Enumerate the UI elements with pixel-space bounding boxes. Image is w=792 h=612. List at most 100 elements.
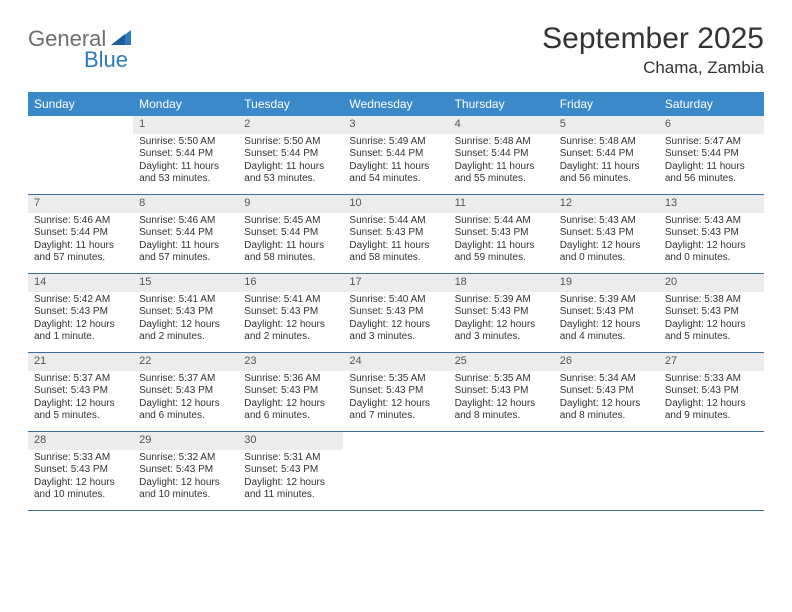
daylight-text: Daylight: 11 hours and 53 minutes.: [139, 161, 232, 186]
sunset-text: Sunset: 5:43 PM: [139, 464, 232, 477]
sunset-text: Sunset: 5:43 PM: [560, 306, 653, 319]
sunrise-text: Sunrise: 5:35 AM: [455, 373, 548, 386]
weeks-container: 1Sunrise: 5:50 AMSunset: 5:44 PMDaylight…: [28, 116, 764, 511]
sunrise-text: Sunrise: 5:42 AM: [34, 294, 127, 307]
day-cell: 23Sunrise: 5:36 AMSunset: 5:43 PMDayligh…: [238, 353, 343, 431]
day-body: Sunrise: 5:35 AMSunset: 5:43 PMDaylight:…: [343, 371, 448, 427]
day-cell: 20Sunrise: 5:38 AMSunset: 5:43 PMDayligh…: [659, 274, 764, 352]
day-cell: 22Sunrise: 5:37 AMSunset: 5:43 PMDayligh…: [133, 353, 238, 431]
day-number: 9: [238, 195, 343, 213]
week-row: 21Sunrise: 5:37 AMSunset: 5:43 PMDayligh…: [28, 353, 764, 432]
day-number: 16: [238, 274, 343, 292]
day-body: Sunrise: 5:50 AMSunset: 5:44 PMDaylight:…: [133, 134, 238, 190]
sunset-text: Sunset: 5:43 PM: [34, 464, 127, 477]
day-cell: 17Sunrise: 5:40 AMSunset: 5:43 PMDayligh…: [343, 274, 448, 352]
day-cell: 5Sunrise: 5:48 AMSunset: 5:44 PMDaylight…: [554, 116, 659, 194]
sunset-text: Sunset: 5:44 PM: [244, 227, 337, 240]
day-body: Sunrise: 5:49 AMSunset: 5:44 PMDaylight:…: [343, 134, 448, 190]
day-cell: [659, 432, 764, 510]
sunrise-text: Sunrise: 5:46 AM: [139, 215, 232, 228]
sunset-text: Sunset: 5:43 PM: [139, 306, 232, 319]
day-cell: 13Sunrise: 5:43 AMSunset: 5:43 PMDayligh…: [659, 195, 764, 273]
sunrise-text: Sunrise: 5:50 AM: [139, 136, 232, 149]
day-number: 4: [449, 116, 554, 134]
day-cell: 6Sunrise: 5:47 AMSunset: 5:44 PMDaylight…: [659, 116, 764, 194]
daylight-text: Daylight: 12 hours and 1 minute.: [34, 319, 127, 344]
day-number: 1: [133, 116, 238, 134]
daylight-text: Daylight: 12 hours and 9 minutes.: [665, 398, 758, 423]
daylight-text: Daylight: 12 hours and 5 minutes.: [665, 319, 758, 344]
daylight-text: Daylight: 12 hours and 10 minutes.: [139, 477, 232, 502]
day-number: 10: [343, 195, 448, 213]
week-row: 1Sunrise: 5:50 AMSunset: 5:44 PMDaylight…: [28, 116, 764, 195]
sunrise-text: Sunrise: 5:39 AM: [455, 294, 548, 307]
day-body: Sunrise: 5:44 AMSunset: 5:43 PMDaylight:…: [343, 213, 448, 269]
day-body: Sunrise: 5:37 AMSunset: 5:43 PMDaylight:…: [28, 371, 133, 427]
sunset-text: Sunset: 5:43 PM: [34, 306, 127, 319]
sunset-text: Sunset: 5:43 PM: [349, 306, 442, 319]
day-body: Sunrise: 5:39 AMSunset: 5:43 PMDaylight:…: [449, 292, 554, 348]
day-body: Sunrise: 5:32 AMSunset: 5:43 PMDaylight:…: [133, 450, 238, 506]
sunset-text: Sunset: 5:43 PM: [244, 464, 337, 477]
day-number: 6: [659, 116, 764, 134]
daylight-text: Daylight: 11 hours and 59 minutes.: [455, 240, 548, 265]
sunset-text: Sunset: 5:43 PM: [665, 385, 758, 398]
logo-text-block: General Blue: [28, 28, 133, 71]
day-cell: 12Sunrise: 5:43 AMSunset: 5:43 PMDayligh…: [554, 195, 659, 273]
sunset-text: Sunset: 5:44 PM: [139, 227, 232, 240]
weekday-label: Tuesday: [238, 92, 343, 116]
sunset-text: Sunset: 5:44 PM: [665, 148, 758, 161]
day-number: 22: [133, 353, 238, 371]
daylight-text: Daylight: 12 hours and 8 minutes.: [455, 398, 548, 423]
day-cell: 3Sunrise: 5:49 AMSunset: 5:44 PMDaylight…: [343, 116, 448, 194]
daylight-text: Daylight: 12 hours and 7 minutes.: [349, 398, 442, 423]
title-block: September 2025 Chama, Zambia: [542, 22, 764, 78]
sunset-text: Sunset: 5:43 PM: [455, 227, 548, 240]
day-cell: 15Sunrise: 5:41 AMSunset: 5:43 PMDayligh…: [133, 274, 238, 352]
day-number: 26: [554, 353, 659, 371]
day-body: Sunrise: 5:33 AMSunset: 5:43 PMDaylight:…: [28, 450, 133, 506]
sunrise-text: Sunrise: 5:44 AM: [455, 215, 548, 228]
day-number: 18: [449, 274, 554, 292]
sunrise-text: Sunrise: 5:41 AM: [139, 294, 232, 307]
week-row: 28Sunrise: 5:33 AMSunset: 5:43 PMDayligh…: [28, 432, 764, 511]
day-cell: 9 Sunrise: 5:45 AMSunset: 5:44 PMDaylight…: [238, 195, 343, 273]
sunset-text: Sunset: 5:43 PM: [139, 385, 232, 398]
day-body: Sunrise: 5:48 AMSunset: 5:44 PMDaylight:…: [449, 134, 554, 190]
day-cell: 1Sunrise: 5:50 AMSunset: 5:44 PMDaylight…: [133, 116, 238, 194]
daylight-text: Daylight: 11 hours and 58 minutes.: [244, 240, 337, 265]
sunset-text: Sunset: 5:43 PM: [665, 306, 758, 319]
day-number: 5: [554, 116, 659, 134]
day-cell: 8Sunrise: 5:46 AMSunset: 5:44 PMDaylight…: [133, 195, 238, 273]
daylight-text: Daylight: 11 hours and 57 minutes.: [34, 240, 127, 265]
page-header: General Blue September 2025 Chama, Zambi…: [28, 22, 764, 78]
day-number: 7: [28, 195, 133, 213]
logo-word-blue: Blue: [84, 49, 133, 71]
sunrise-text: Sunrise: 5:32 AM: [139, 452, 232, 465]
daylight-text: Daylight: 11 hours and 53 minutes.: [244, 161, 337, 186]
sunset-text: Sunset: 5:44 PM: [244, 148, 337, 161]
daylight-text: Daylight: 12 hours and 11 minutes.: [244, 477, 337, 502]
sunrise-text: Sunrise: 5:33 AM: [665, 373, 758, 386]
sunrise-text: Sunrise: 5:48 AM: [455, 136, 548, 149]
day-number: 30: [238, 432, 343, 450]
daylight-text: Daylight: 12 hours and 0 minutes.: [560, 240, 653, 265]
day-body: Sunrise: 5:36 AMSunset: 5:43 PMDaylight:…: [238, 371, 343, 427]
day-cell: [449, 432, 554, 510]
day-cell: 25Sunrise: 5:35 AMSunset: 5:43 PMDayligh…: [449, 353, 554, 431]
sunrise-text: Sunrise: 5:34 AM: [560, 373, 653, 386]
day-number: 25: [449, 353, 554, 371]
day-cell: [28, 116, 133, 194]
sunrise-text: Sunrise: 5:37 AM: [34, 373, 127, 386]
day-cell: [554, 432, 659, 510]
sunrise-text: Sunrise: 5:45 AM: [244, 215, 337, 228]
day-body: Sunrise: 5:42 AMSunset: 5:43 PMDaylight:…: [28, 292, 133, 348]
sunrise-text: Sunrise: 5:43 AM: [665, 215, 758, 228]
day-number: 28: [28, 432, 133, 450]
week-row: 7Sunrise: 5:46 AMSunset: 5:44 PMDaylight…: [28, 195, 764, 274]
daylight-text: Daylight: 12 hours and 2 minutes.: [139, 319, 232, 344]
day-number: 17: [343, 274, 448, 292]
weekday-label: Thursday: [449, 92, 554, 116]
sunrise-text: Sunrise: 5:31 AM: [244, 452, 337, 465]
sunrise-text: Sunrise: 5:38 AM: [665, 294, 758, 307]
